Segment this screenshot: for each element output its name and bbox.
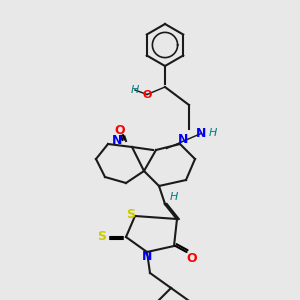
Text: O: O: [142, 89, 152, 100]
Text: H: H: [170, 191, 178, 202]
Text: H: H: [209, 128, 217, 139]
Text: N: N: [142, 250, 152, 263]
Text: S: S: [98, 230, 106, 244]
Text: N: N: [196, 127, 206, 140]
Text: N: N: [178, 133, 188, 146]
Text: O: O: [115, 124, 125, 137]
Text: H: H: [131, 85, 139, 95]
Text: O: O: [187, 251, 197, 265]
Text: N: N: [112, 134, 122, 148]
Text: S: S: [126, 208, 135, 221]
